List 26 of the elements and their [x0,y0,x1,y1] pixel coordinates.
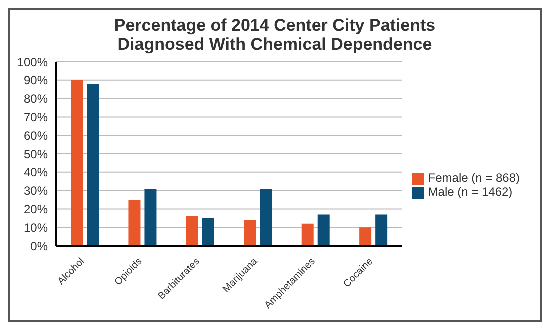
y-tick-label: 20% [24,202,48,216]
bar [260,188,272,246]
bar [302,224,314,246]
y-tick-label: 40% [24,166,48,180]
bar [202,218,214,246]
y-tick-label: 100% [17,55,48,70]
bar [71,80,84,246]
legend-label: Female (n = 868) [428,171,520,185]
legend-label: Male (n = 1462) [428,185,513,199]
bar [144,188,157,246]
y-tick-label: 10% [24,220,48,235]
bar [318,214,330,246]
bar [186,216,198,246]
y-tick-label: 60% [24,128,48,143]
bar [128,200,141,246]
bar [360,228,372,246]
y-tick-label: 90% [24,74,48,88]
bar [376,214,388,246]
chart-title: Percentage of 2014 Center City Patients Diagnosed With Chemical Dependence [113,16,437,54]
y-tick-label: 70% [24,110,48,124]
bar [244,220,256,246]
y-tick-label: 0% [30,239,48,254]
bar [87,84,100,246]
y-tick-label: 30% [24,184,48,198]
y-tick-label: 50% [24,147,48,162]
y-tick-label: 80% [24,92,48,106]
